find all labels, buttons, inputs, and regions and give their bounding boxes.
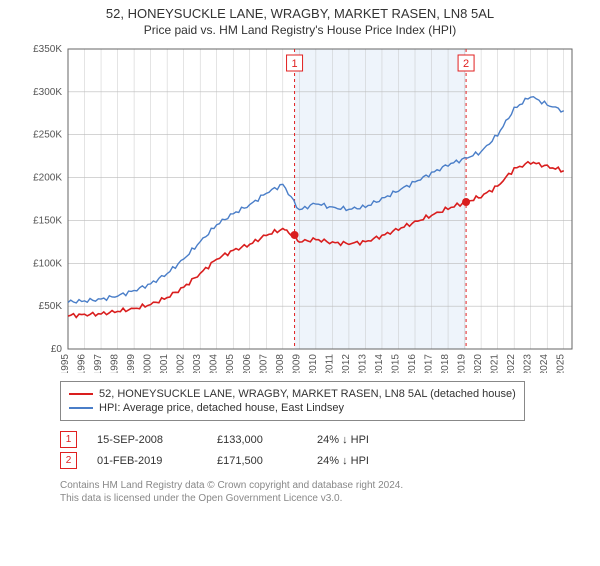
svg-text:2021: 2021 <box>490 354 501 373</box>
svg-text:1999: 1999 <box>126 354 137 373</box>
svg-text:2025: 2025 <box>556 354 567 373</box>
legend-swatch <box>69 407 93 409</box>
svg-text:£150K: £150K <box>33 215 62 226</box>
svg-text:2020: 2020 <box>473 354 484 373</box>
svg-text:£350K: £350K <box>33 44 62 55</box>
sale-diff: 24% ↓ HPI <box>317 434 437 446</box>
footer-attribution: Contains HM Land Registry data © Crown c… <box>60 479 600 505</box>
svg-text:2023: 2023 <box>523 354 534 373</box>
svg-text:£0: £0 <box>51 344 63 355</box>
svg-text:2010: 2010 <box>308 354 319 373</box>
svg-text:2018: 2018 <box>440 354 451 373</box>
chart-svg: £0 £50K £100K £150K £200K £250K £300K £350K 1995… <box>20 43 580 373</box>
svg-text:1997: 1997 <box>93 354 104 373</box>
legend-label: HPI: Average price, detached house, East… <box>99 402 344 414</box>
svg-text:£300K: £300K <box>33 87 62 98</box>
svg-text:2008: 2008 <box>275 354 286 373</box>
legend-swatch <box>69 393 93 395</box>
svg-text:2009: 2009 <box>291 354 302 373</box>
svg-text:2014: 2014 <box>374 354 385 373</box>
svg-text:2006: 2006 <box>242 354 253 373</box>
svg-text:2022: 2022 <box>506 354 517 373</box>
sale-marker: 2 <box>60 452 77 469</box>
legend-item: 52, HONEYSUCKLE LANE, WRAGBY, MARKET RAS… <box>69 388 516 400</box>
chart-subtitle: Price paid vs. HM Land Registry's House … <box>0 23 600 37</box>
footer-line-1: Contains HM Land Registry data © Crown c… <box>60 479 600 492</box>
sale-date: 15-SEP-2008 <box>97 434 217 446</box>
sales-table: 1 15-SEP-2008£133,00024% ↓ HPI 2 01-FEB-201… <box>60 431 600 469</box>
svg-text:2019: 2019 <box>457 354 468 373</box>
svg-text:2012: 2012 <box>341 354 352 373</box>
footer-line-2: This data is licensed under the Open Gov… <box>60 492 600 505</box>
svg-text:£50K: £50K <box>39 301 63 312</box>
svg-text:2005: 2005 <box>225 354 236 373</box>
svg-text:2: 2 <box>463 58 469 70</box>
svg-text:2011: 2011 <box>324 354 335 373</box>
sale-row: 2 01-FEB-2019£171,50024% ↓ HPI <box>60 452 600 469</box>
legend: 52, HONEYSUCKLE LANE, WRAGBY, MARKET RAS… <box>60 381 525 421</box>
svg-text:2015: 2015 <box>390 354 401 373</box>
svg-text:2002: 2002 <box>176 354 187 373</box>
svg-text:£200K: £200K <box>33 173 62 184</box>
svg-text:2017: 2017 <box>424 354 435 373</box>
legend-label: 52, HONEYSUCKLE LANE, WRAGBY, MARKET RAS… <box>99 388 516 400</box>
svg-text:2007: 2007 <box>258 354 269 373</box>
svg-text:£100K: £100K <box>33 258 62 269</box>
sale-diff: 24% ↓ HPI <box>317 455 437 467</box>
chart-area: £0 £50K £100K £150K £200K £250K £300K £350K 1995… <box>20 43 580 373</box>
sale-marker: 1 <box>60 431 77 448</box>
svg-text:2001: 2001 <box>159 354 170 373</box>
legend-item: HPI: Average price, detached house, East… <box>69 402 516 414</box>
svg-text:1995: 1995 <box>60 354 71 373</box>
chart-title: 52, HONEYSUCKLE LANE, WRAGBY, MARKET RAS… <box>0 6 600 21</box>
sale-price: £133,000 <box>217 434 317 446</box>
svg-text:2016: 2016 <box>407 354 418 373</box>
svg-text:£250K: £250K <box>33 130 62 141</box>
sale-price: £171,500 <box>217 455 317 467</box>
sale-row: 1 15-SEP-2008£133,00024% ↓ HPI <box>60 431 600 448</box>
svg-text:2004: 2004 <box>209 354 220 373</box>
svg-text:2013: 2013 <box>357 354 368 373</box>
svg-text:1: 1 <box>291 58 297 70</box>
svg-text:2003: 2003 <box>192 354 203 373</box>
svg-text:1998: 1998 <box>110 354 121 373</box>
svg-text:2000: 2000 <box>143 354 154 373</box>
svg-text:1996: 1996 <box>77 354 88 373</box>
svg-text:2024: 2024 <box>539 354 550 373</box>
sale-date: 01-FEB-2019 <box>97 455 217 467</box>
